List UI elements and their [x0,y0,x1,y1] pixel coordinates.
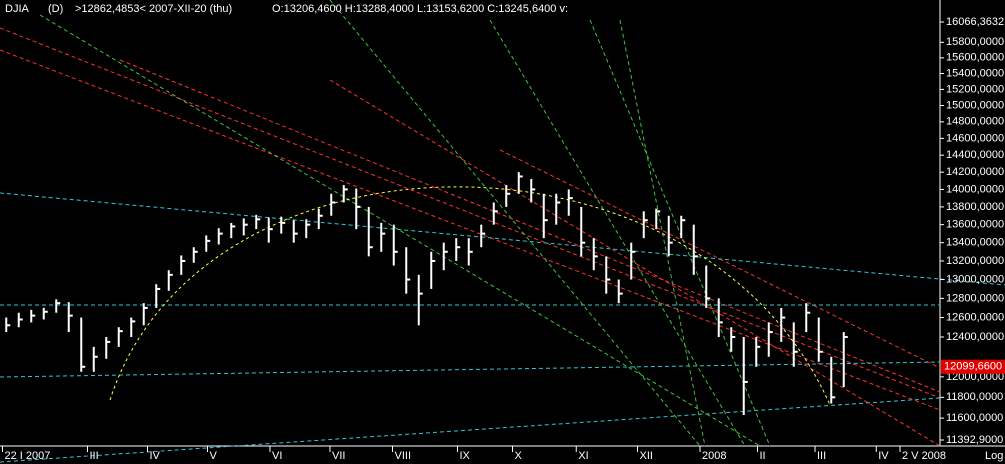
x-tick-label: VII [332,450,345,462]
y-tick-label: 15600,0000 [946,52,1004,64]
x-tick-label: V [210,450,218,462]
x-tick-label: IV [150,450,161,462]
y-tick-label: 14200,0000 [946,166,1004,178]
x-tick-label: II [760,450,766,462]
x-tick-label: 2008 [702,450,726,462]
y-tick-label: 16066,3632 [946,16,1004,28]
trend-line [329,0,701,447]
x-tick-label: 2 V 2008 [902,450,946,462]
trend-line [589,19,771,447]
y-tick-label: 13200,0000 [946,255,1004,267]
x-tick-label: III [90,450,99,462]
trend-line [0,27,941,399]
y-tick-label: 11600,0000 [946,412,1003,424]
y-tick-label: 15000,0000 [946,99,1004,111]
x-tick-label: XI [578,450,588,462]
x-tick-label: IX [460,450,471,462]
y-tick-label: 14600,0000 [946,132,1004,144]
y-tick-label: 12400,0000 [946,331,1004,343]
trend-line [0,397,941,463]
cursor-info: >12862,4853< 2007-XII-20 (thu) [75,3,232,15]
x-tick-label: VIII [395,450,412,462]
arc-line [109,186,831,406]
y-tick-label: 15400,0000 [946,67,1004,79]
scale-label: Log [985,450,1003,462]
y-tick-label: 13600,0000 [946,219,1004,231]
y-tick-label: 12600,0000 [946,311,1004,323]
trend-line [619,19,706,447]
y-tick-label: 14000,0000 [946,183,1004,195]
x-tick-label: IV [878,450,889,462]
x-tick-label: III [817,450,826,462]
y-tick-label: 13400,0000 [946,237,1004,249]
y-tick-label: 15200,0000 [946,83,1004,95]
y-tick-label: 13800,0000 [946,201,1004,213]
ohlc-info: O:13206,4600 H:13288,4000 L:13153,6200 C… [272,3,568,15]
trend-line [0,192,1005,286]
period: (D) [48,3,63,15]
x-tick-label: X [515,450,523,462]
y-tick-label: 14400,0000 [946,149,1004,161]
x-tick-label: XII [640,450,653,462]
trend-line [0,361,941,378]
y-tick-label: 13000,0000 [946,273,1004,285]
x-tick-label: 22 I 2007 [5,450,51,462]
y-tick-label: 12800,0000 [946,292,1004,304]
y-tick-label: 11800,0000 [946,391,1003,403]
y-tick-label: 14800,0000 [946,116,1004,128]
y-tick-label: 15800,0000 [946,36,1004,48]
symbol: DJIA [5,3,30,15]
y-tick-label: 11392,9000 [946,434,1003,446]
x-tick-label: VI [272,450,282,462]
last-price-label: 12099,6600 [944,361,1002,373]
trend-line [489,19,746,447]
trend-line [119,59,941,393]
last-price-marker [941,359,1005,374]
